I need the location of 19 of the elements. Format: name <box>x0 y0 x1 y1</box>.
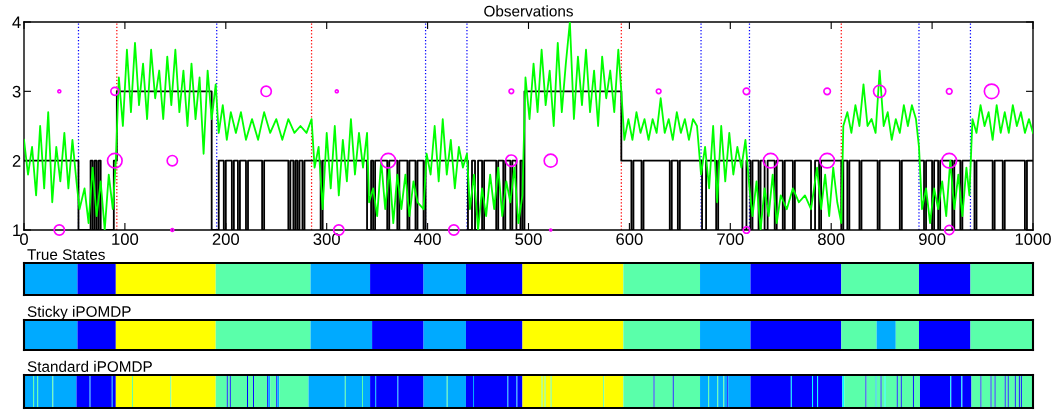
x-tick-label: 600 <box>616 233 643 246</box>
x-tick-label: 200 <box>212 233 240 246</box>
x-tick-label: 1000 <box>1015 233 1051 246</box>
chart-title: Observations <box>484 5 573 17</box>
x-tick-label: 800 <box>818 233 845 246</box>
chart-title: True States <box>27 249 105 260</box>
x-tick-label: 700 <box>717 233 744 246</box>
chart-title: Standard iPOMDP <box>27 360 152 372</box>
y-tick-label: 1 <box>13 224 21 237</box>
y-tick-label: 3 <box>12 85 21 98</box>
x-tick-label: 300 <box>313 233 340 246</box>
x-tick-label: 500 <box>515 233 542 246</box>
x-tick-label: 100 <box>112 233 139 246</box>
x-tick-label: 900 <box>918 233 946 246</box>
x-tick-label: 0 <box>20 233 28 246</box>
y-tick-label: 2 <box>12 155 21 167</box>
x-tick-label: 400 <box>414 233 441 246</box>
y-tick-label: 4 <box>12 16 21 29</box>
chart-title: Sticky iPOMDP <box>27 305 131 320</box>
